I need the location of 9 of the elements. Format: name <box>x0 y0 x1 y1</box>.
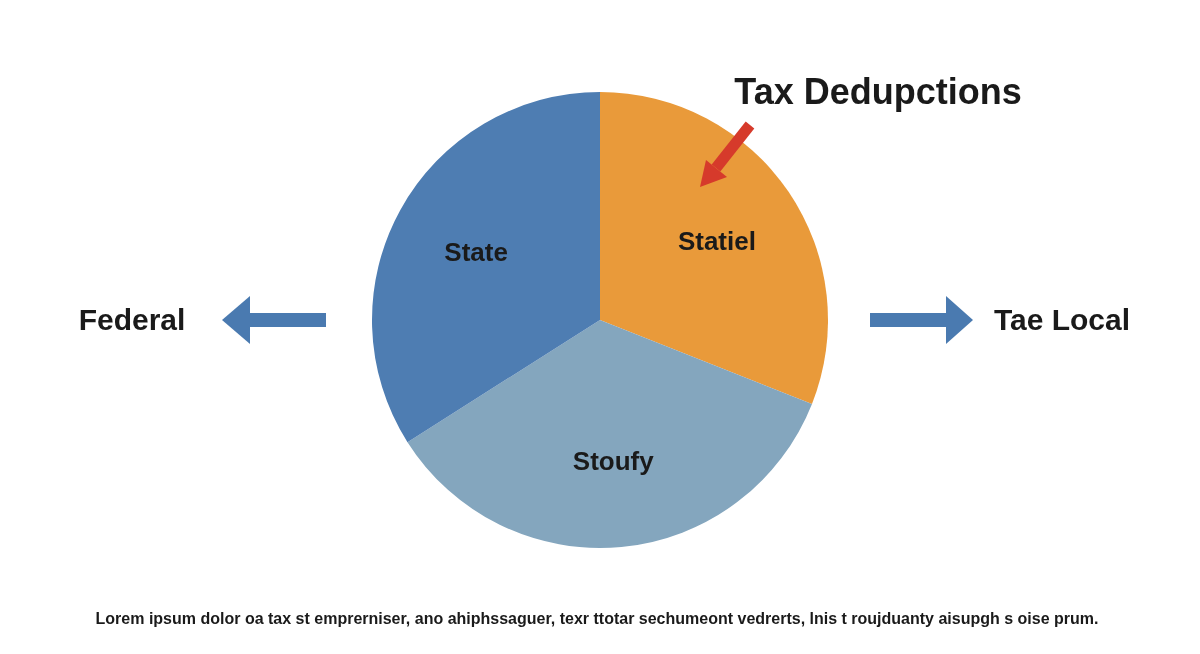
pie-slice <box>407 320 812 548</box>
text: Lorem ipsum dolor oa tax st emprerniser, ano ahiphssaguer, texr ttotar sechumeont vedrerts, lnis t roujduanty aisupgh s oise prum. <box>95 610 1099 627</box>
slice-label: Statiel <box>677 225 756 256</box>
slice-label: State <box>444 237 508 267</box>
pie-slice <box>372 92 600 443</box>
text: Federal <box>78 303 186 336</box>
text: Tae Local <box>993 303 1131 336</box>
slice-label: Stoufy <box>572 445 655 476</box>
chart-title: Tax Dedupctions <box>734 71 1022 112</box>
